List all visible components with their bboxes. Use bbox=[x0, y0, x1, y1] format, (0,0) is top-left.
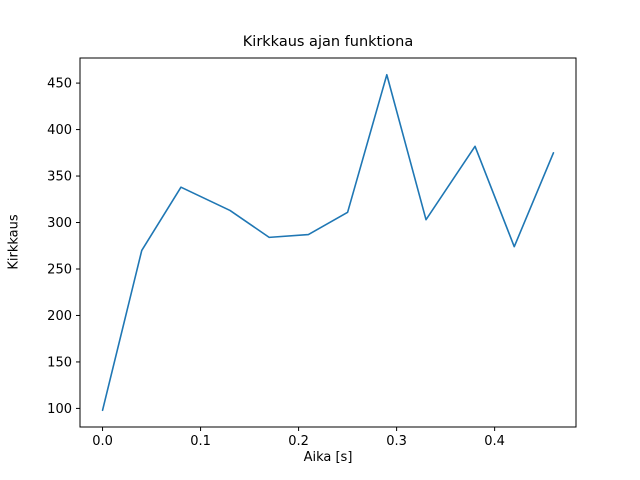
data-series-line bbox=[101, 73, 555, 412]
x-axis-label: Aika [s] bbox=[303, 450, 353, 465]
y-tick-label: 250 bbox=[47, 262, 72, 277]
y-tick-label: 100 bbox=[47, 402, 72, 417]
y-tick-label: 300 bbox=[47, 216, 72, 231]
y-tick-label: 200 bbox=[47, 309, 72, 324]
x-tick-label: 0.2 bbox=[288, 434, 309, 449]
y-tick-label: 350 bbox=[47, 170, 72, 185]
y-tick-label: 450 bbox=[47, 77, 72, 92]
y-axis-label: Kirkkaus bbox=[6, 214, 22, 270]
x-tick-label: 0.0 bbox=[92, 434, 113, 449]
chart-title: Kirkkaus ajan funktiona bbox=[242, 34, 414, 50]
x-tick-label: 0.4 bbox=[484, 434, 505, 449]
y-tick-label: 150 bbox=[47, 355, 72, 370]
x-tick-label: 0.1 bbox=[190, 434, 211, 449]
x-tick-label: 0.3 bbox=[386, 434, 407, 449]
axes-box bbox=[79, 57, 577, 428]
y-tick-label: 400 bbox=[47, 123, 72, 138]
